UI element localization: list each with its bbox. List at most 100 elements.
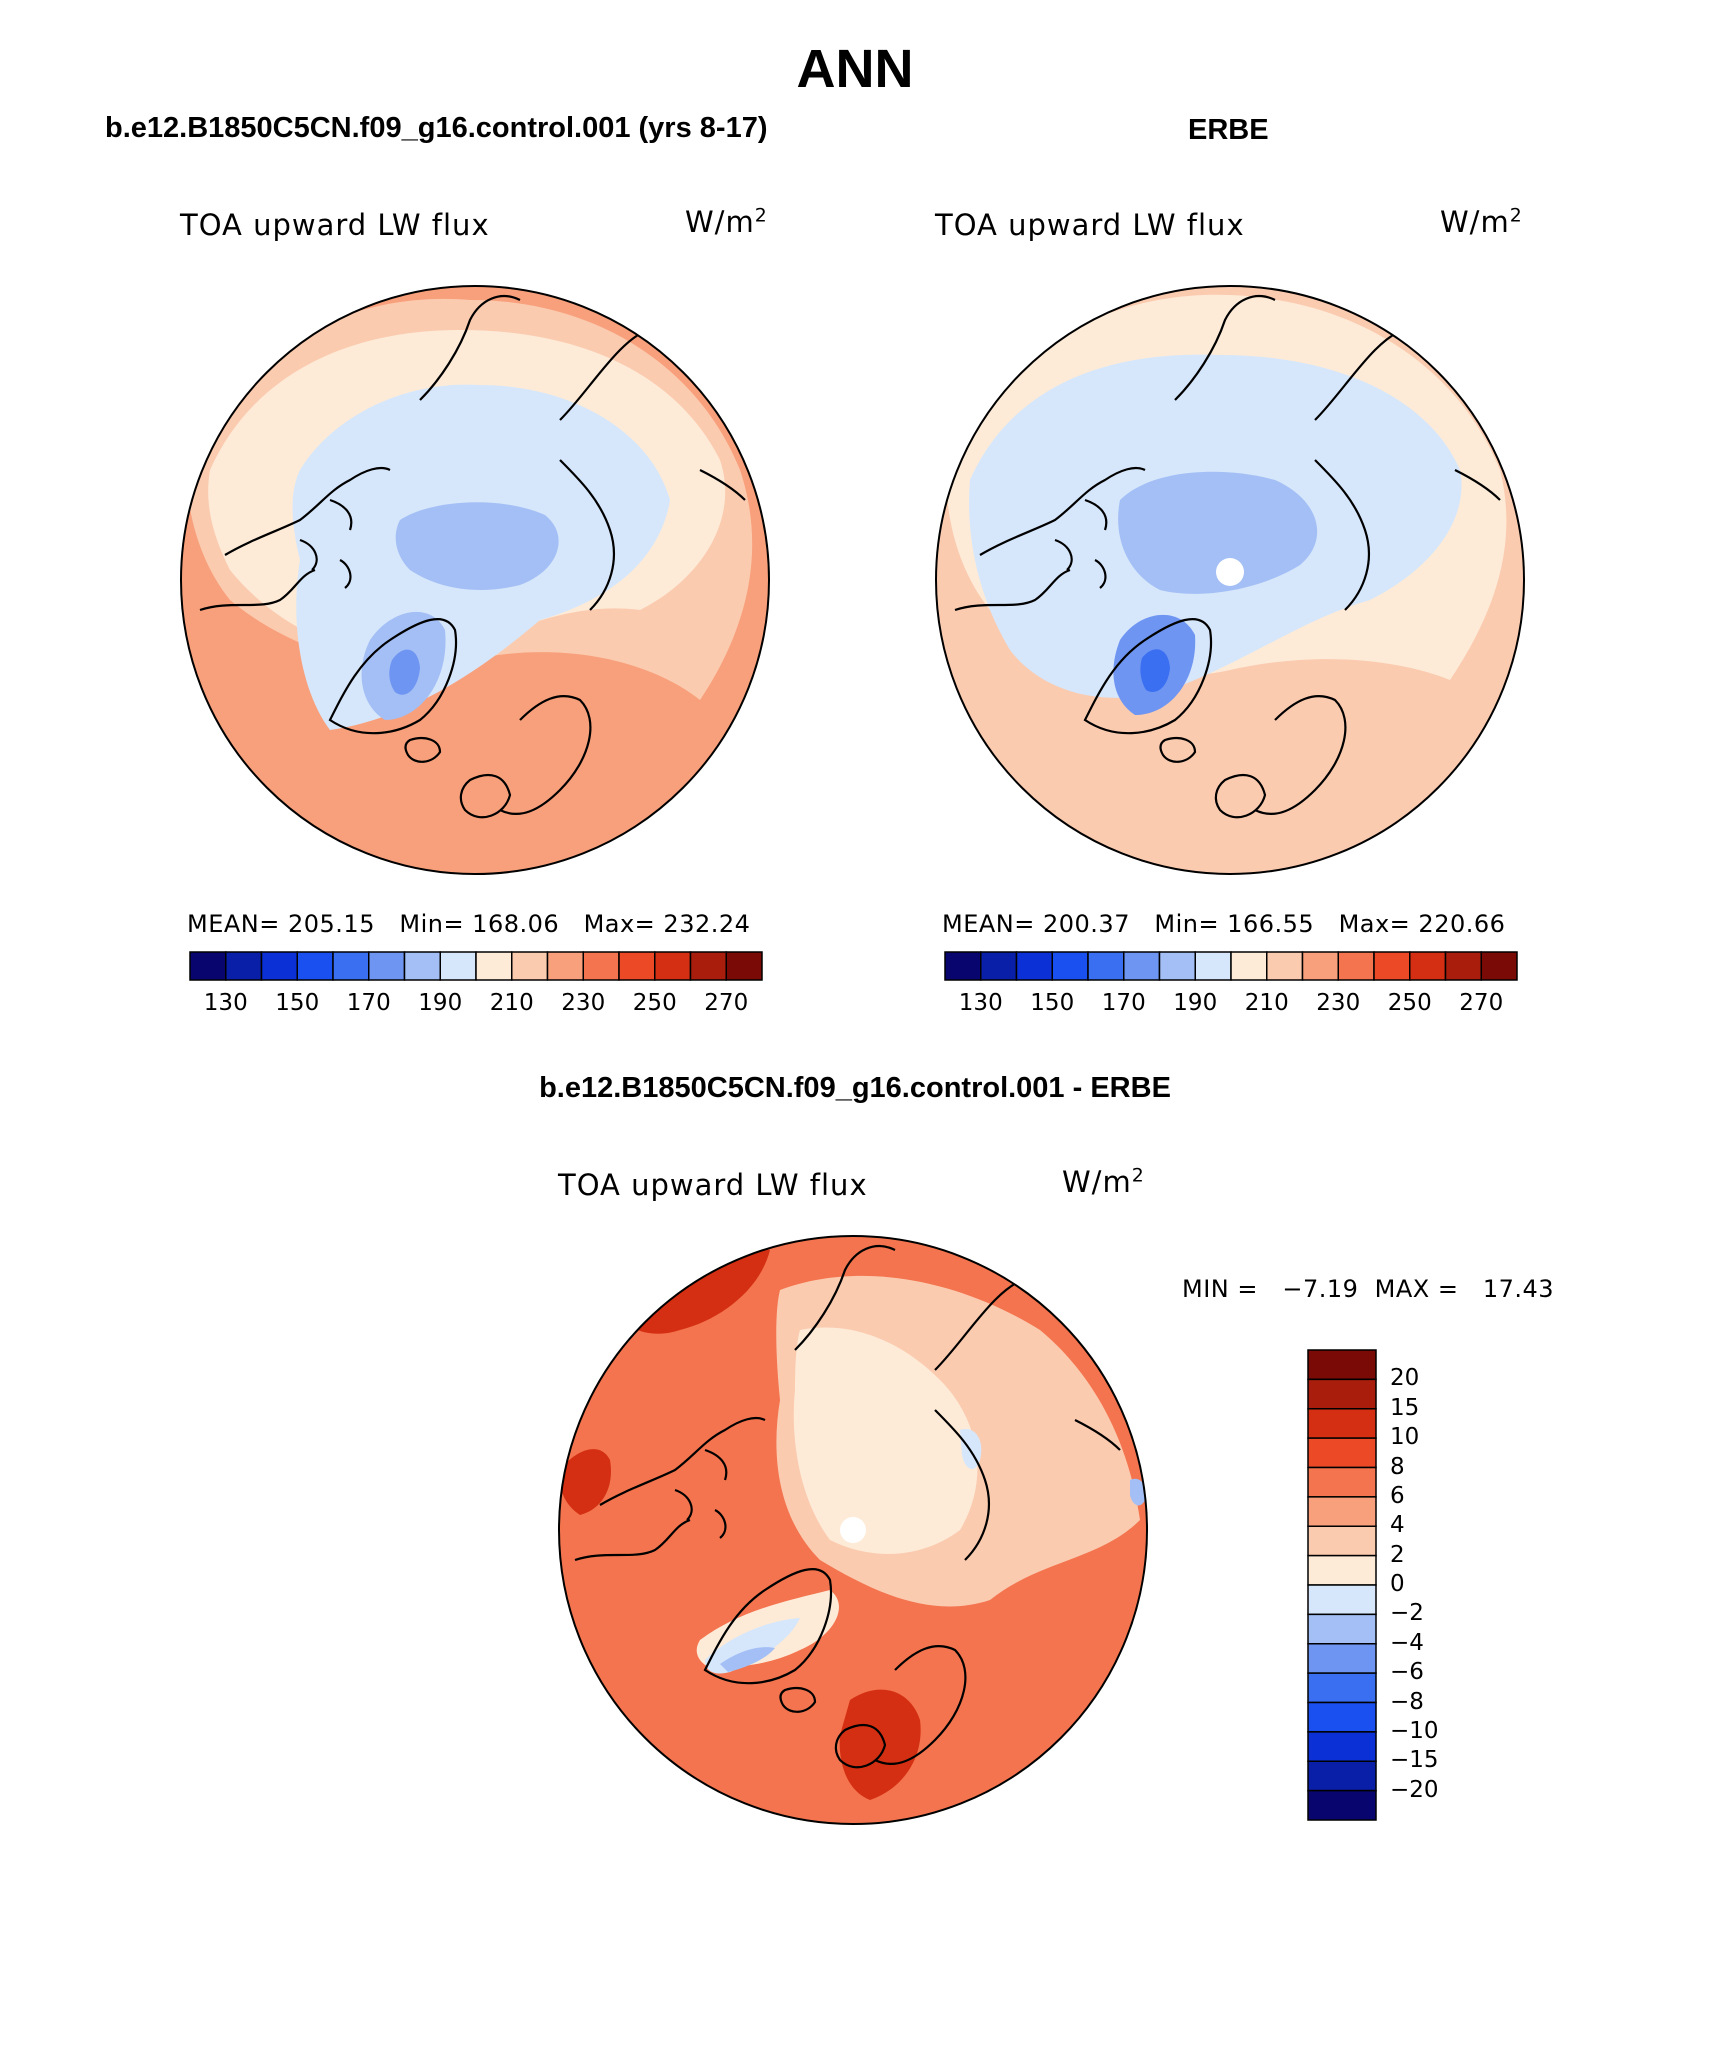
diff-colorbar-tick-label: 0 xyxy=(1390,1571,1405,1597)
obs-colorbar-box xyxy=(1194,951,1232,981)
obs-colorbar-tick-label: 230 xyxy=(1316,990,1361,1016)
obs-colorbar-box xyxy=(1266,951,1304,981)
obs-variable-label: TOA upward LW flux xyxy=(935,208,1245,242)
diff-colorbar-box xyxy=(1307,1525,1377,1557)
model-colorbar-tick-label: 190 xyxy=(418,990,463,1016)
diff-polar-gap xyxy=(840,1517,866,1543)
model-polar-map xyxy=(180,285,770,875)
diff-case-title: b.e12.B1850C5CN.f09_g16.control.001 - ER… xyxy=(539,1072,1171,1104)
diff-colorbar-tick-label: −8 xyxy=(1390,1688,1424,1715)
model-colorbar-box xyxy=(511,951,549,981)
diff-colorbar-box xyxy=(1307,1731,1377,1762)
diff-colorbar-tick-label: −4 xyxy=(1390,1629,1424,1656)
obs-colorbar-tick-label: 250 xyxy=(1387,990,1432,1016)
obs-colorbar-box xyxy=(1123,951,1161,981)
diff-colorbar-box xyxy=(1307,1466,1377,1498)
diff-greenland-neg-core xyxy=(720,1647,775,1672)
obs-colorbar-box xyxy=(980,951,1018,981)
diff-colorbar-tick-label: 20 xyxy=(1390,1365,1420,1392)
diff-colorbar-tick-label: −10 xyxy=(1390,1717,1439,1744)
obs-colorbar-tick-label: 150 xyxy=(1030,990,1075,1016)
diff-colorbar xyxy=(1307,1349,1377,1821)
model-colorbar-box xyxy=(225,951,263,981)
model-colorbar-box xyxy=(475,951,513,981)
obs-colorbar-tick-label: 170 xyxy=(1101,990,1146,1016)
obs-colorbar-tick-label: 190 xyxy=(1173,990,1218,1016)
model-field-180 xyxy=(395,502,559,590)
model-stats: MEAN= 205.15 Min= 168.06 Max= 232.24 xyxy=(187,910,751,938)
diff-colorbar-box xyxy=(1307,1378,1377,1410)
diff-colorbar-tick-label: −15 xyxy=(1390,1747,1439,1774)
model-colorbar xyxy=(189,951,763,981)
diff-colorbar-box xyxy=(1307,1437,1377,1469)
model-colorbar-box xyxy=(403,951,441,981)
diff-colorbar-box xyxy=(1307,1496,1377,1527)
model-colorbar-box xyxy=(189,951,227,981)
model-colorbar-box xyxy=(368,951,406,981)
diff-colorbar-box xyxy=(1307,1701,1377,1733)
obs-polar-map xyxy=(935,285,1525,875)
diff-neg-patch-2 xyxy=(1130,1478,1146,1506)
model-colorbar-tick-label: 250 xyxy=(632,990,677,1016)
diff-colorbar-tick-label: −6 xyxy=(1390,1659,1424,1686)
model-colorbar-tick-label: 270 xyxy=(704,990,749,1016)
obs-colorbar xyxy=(944,951,1518,981)
obs-colorbar-box xyxy=(1409,951,1447,981)
model-colorbar-box xyxy=(582,951,620,981)
model-colorbar-tick-label: 210 xyxy=(489,990,534,1016)
model-case-title: b.e12.B1850C5CN.f09_g16.control.001 (yrs… xyxy=(105,112,768,144)
obs-colorbar-box xyxy=(944,951,982,981)
model-colorbar-box xyxy=(618,951,656,981)
model-colorbar-box xyxy=(654,951,692,981)
diff-colorbar-tick-label: −20 xyxy=(1390,1776,1439,1803)
obs-colorbar-box xyxy=(1230,951,1268,981)
diff-colorbar-box xyxy=(1307,1584,1377,1616)
obs-colorbar-box xyxy=(1015,951,1053,981)
diff-field-high-w xyxy=(559,1449,611,1515)
diff-colorbar-tick-label: 2 xyxy=(1390,1541,1405,1568)
diff-colorbar-box xyxy=(1307,1643,1377,1674)
diff-colorbar-tick-label: 6 xyxy=(1390,1482,1405,1509)
obs-colorbar-tick-label: 210 xyxy=(1244,990,1289,1016)
diff-colorbar-box xyxy=(1307,1349,1377,1381)
obs-colorbar-tick-label: 130 xyxy=(958,990,1003,1016)
model-colorbar-tick-label: 150 xyxy=(275,990,320,1016)
diff-colorbar-tick-label: 10 xyxy=(1390,1424,1420,1451)
model-colorbar-box xyxy=(260,951,298,981)
obs-colorbar-tick-label: 270 xyxy=(1459,990,1504,1016)
obs-colorbar-box xyxy=(1051,951,1089,981)
obs-units-label: W/m2 xyxy=(1440,205,1523,239)
obs-colorbar-box xyxy=(1480,951,1518,981)
obs-case-title: ERBE xyxy=(1188,114,1269,146)
obs-colorbar-box xyxy=(1087,951,1125,981)
model-colorbar-box xyxy=(439,951,477,981)
diff-field-high-s xyxy=(839,1689,921,1800)
model-variable-label: TOA upward LW flux xyxy=(180,208,490,242)
model-map-boundary xyxy=(180,285,770,875)
diff-colorbar-box xyxy=(1307,1672,1377,1704)
obs-polar-gap xyxy=(1216,558,1244,586)
obs-field-180 xyxy=(1118,471,1318,594)
model-colorbar-box xyxy=(296,951,334,981)
model-colorbar-box xyxy=(725,951,763,981)
obs-map-boundary xyxy=(935,285,1525,875)
diff-colorbar-box xyxy=(1307,1789,1377,1821)
diff-field-2 xyxy=(793,1327,978,1554)
obs-colorbar-box xyxy=(1444,951,1482,981)
model-colorbar-box xyxy=(689,951,727,981)
model-units-label: W/m2 xyxy=(685,205,768,239)
model-greenland-core xyxy=(389,649,420,695)
obs-greenland-core xyxy=(1140,649,1170,692)
model-colorbar-tick-label: 230 xyxy=(561,990,606,1016)
diff-colorbar-tick-label: 8 xyxy=(1390,1453,1405,1480)
diff-polar-map xyxy=(558,1235,1148,1825)
model-colorbar-box xyxy=(332,951,370,981)
diff-colorbar-tick-label: −2 xyxy=(1390,1600,1424,1627)
diff-colorbar-tick-label: 15 xyxy=(1390,1394,1420,1421)
diff-variable-label: TOA upward LW flux xyxy=(558,1168,868,1202)
figure-title: ANN xyxy=(796,39,914,99)
model-colorbar-box xyxy=(546,951,584,981)
obs-stats: MEAN= 200.37 Min= 166.55 Max= 220.66 xyxy=(942,910,1506,938)
diff-colorbar-tick-label: 4 xyxy=(1390,1512,1405,1539)
model-colorbar-tick-label: 130 xyxy=(203,990,248,1016)
